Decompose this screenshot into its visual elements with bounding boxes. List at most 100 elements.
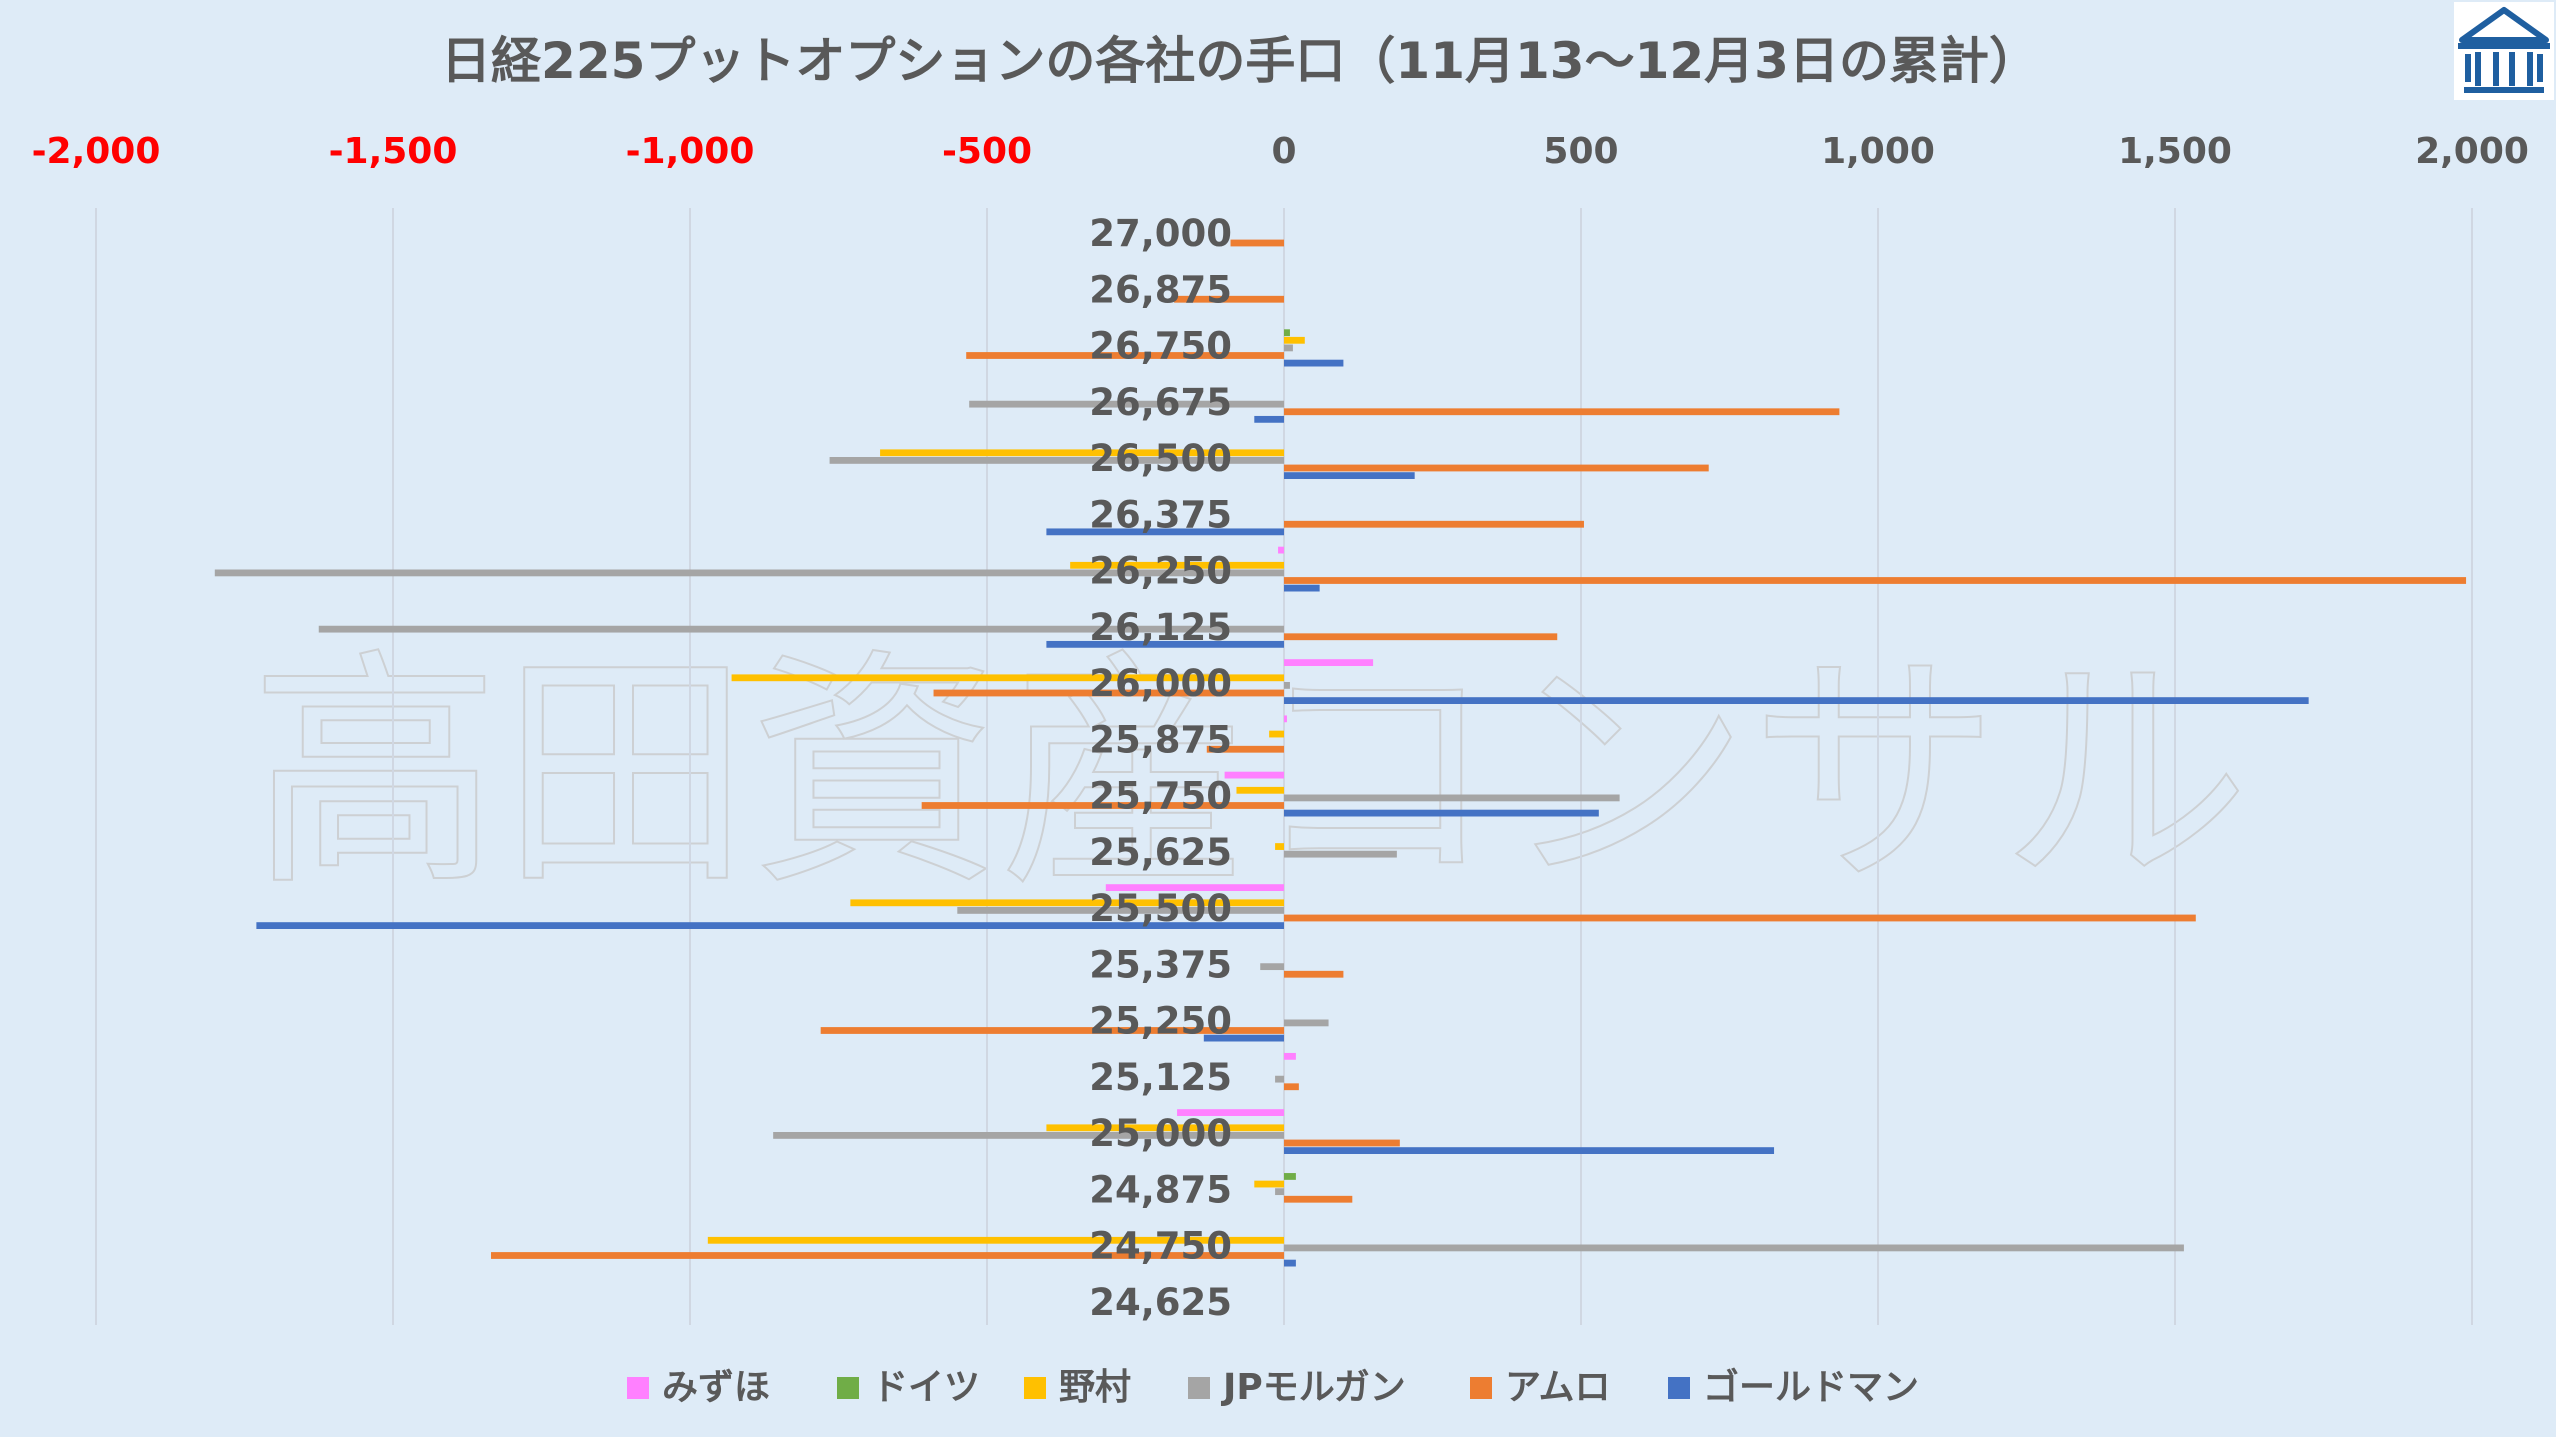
bar: [318, 625, 1284, 633]
bar: [707, 1236, 1284, 1244]
y-tick-label: 26,500: [1089, 437, 1232, 480]
bar: [1284, 1244, 2184, 1252]
bar: [491, 1252, 1284, 1259]
bar: [773, 1132, 1284, 1139]
bar: [880, 449, 1284, 457]
grid-layer: [95, 208, 2473, 1325]
bar: [1046, 1124, 1284, 1132]
bar: [1284, 577, 2467, 584]
x-tick-label: 0: [1271, 131, 1296, 172]
y-tick-label: 25,000: [1089, 1112, 1232, 1155]
bar: [1284, 809, 1599, 817]
y-tick-label: 26,125: [1089, 606, 1232, 649]
bar: [1224, 771, 1284, 779]
y-tick-label: 27,000: [1089, 212, 1232, 255]
legend-label: ドイツ: [872, 1367, 980, 1408]
x-tick-label: 500: [1543, 131, 1618, 172]
bar: [820, 1027, 1284, 1034]
legend-label: ゴールドマン: [1703, 1366, 1919, 1408]
y-tick-label: 26,750: [1089, 325, 1232, 368]
y-tick-label: 24,625: [1089, 1281, 1232, 1324]
bar: [1046, 640, 1284, 648]
legend-label: 野村: [1059, 1367, 1131, 1408]
x-axis: -2,000 -1,500 -1,000 -500 0 500 1,000 1,500 2,00…: [32, 131, 2529, 172]
x-tick-label: 1,000: [1821, 131, 1935, 172]
bar: [1284, 659, 1374, 666]
bar: [850, 899, 1284, 907]
legend-swatch: [1668, 1377, 1690, 1399]
y-tick-label: 26,375: [1089, 493, 1232, 536]
bar: [1275, 843, 1284, 850]
bar: [1284, 520, 1584, 528]
bar: [1284, 336, 1305, 344]
bar: [921, 802, 1284, 809]
legend-label: JPモルガン: [1220, 1367, 1406, 1408]
bar: [1269, 730, 1284, 738]
bar: [1284, 1173, 1296, 1180]
y-tick-label: 26,000: [1089, 662, 1232, 705]
bar: [1284, 715, 1287, 723]
bar: [1284, 344, 1293, 352]
bar: [1284, 794, 1620, 802]
bar: [1284, 850, 1397, 858]
bar: [1284, 1139, 1400, 1147]
bar: [1284, 408, 1840, 416]
bar: [1284, 464, 1709, 472]
bar: [1275, 1188, 1284, 1196]
bar: [1046, 528, 1284, 536]
x-tick-label: -500: [942, 131, 1032, 172]
bar: [1230, 239, 1284, 247]
bar: [1284, 697, 2309, 704]
y-tick-label: 26,875: [1089, 268, 1232, 311]
bar: [256, 922, 1284, 929]
y-tick-label: 25,875: [1089, 718, 1232, 761]
bar: [1284, 633, 1558, 641]
bar: [1284, 970, 1344, 978]
legend: みずほ ドイツ 野村 JPモルガン アムロ ゴールドマン: [627, 1366, 1919, 1408]
y-tick-label: 25,125: [1089, 1056, 1232, 1099]
chart-title: 日経225プットオプションの各社の手口（11月13〜12月3日の累計）: [441, 32, 2039, 90]
x-tick-label: 1,500: [2118, 131, 2232, 172]
bar: [1284, 1083, 1299, 1091]
y-tick-label: 25,375: [1089, 943, 1232, 986]
bar: [1284, 329, 1290, 337]
y-tick-label: 25,250: [1089, 1000, 1232, 1043]
bar: [1203, 1034, 1284, 1042]
x-tick-label: -1,000: [626, 131, 755, 172]
bar: [1284, 1195, 1353, 1203]
bar: [1275, 1075, 1284, 1083]
y-tick-label: 26,675: [1089, 381, 1232, 424]
bar: [1105, 884, 1284, 891]
bar: [1284, 1259, 1296, 1267]
bar: [1284, 914, 2196, 922]
bar: [1206, 745, 1284, 753]
legend-swatch: [1024, 1377, 1046, 1399]
bar: [1174, 295, 1284, 303]
legend-swatch: [1470, 1377, 1492, 1399]
bar: [966, 352, 1284, 359]
bar: [1284, 1052, 1296, 1060]
y-tick-label: 25,750: [1089, 775, 1232, 818]
y-tick-label: 25,500: [1089, 887, 1232, 930]
bar: [1260, 963, 1284, 971]
bar: [1236, 786, 1284, 794]
bar-layer: [214, 239, 2467, 1267]
bar: [214, 569, 1284, 577]
bar: [957, 907, 1284, 914]
x-tick-label: -2,000: [32, 131, 161, 172]
bar: [1284, 1019, 1329, 1027]
y-axis: 27,000 26,875 26,750 26,675 26,500 26,375 26,2…: [1089, 212, 1232, 1324]
legend-swatch: [627, 1377, 649, 1399]
bar: [1254, 415, 1284, 423]
x-tick-label: -1,500: [329, 131, 458, 172]
bar: [933, 689, 1284, 697]
bar: [1284, 359, 1344, 367]
bar: [1278, 546, 1284, 554]
bar: [1284, 1147, 1775, 1154]
bar: [1284, 472, 1415, 479]
bar: [1254, 1180, 1284, 1188]
bar: [1070, 561, 1284, 569]
y-tick-label: 24,875: [1089, 1168, 1232, 1211]
